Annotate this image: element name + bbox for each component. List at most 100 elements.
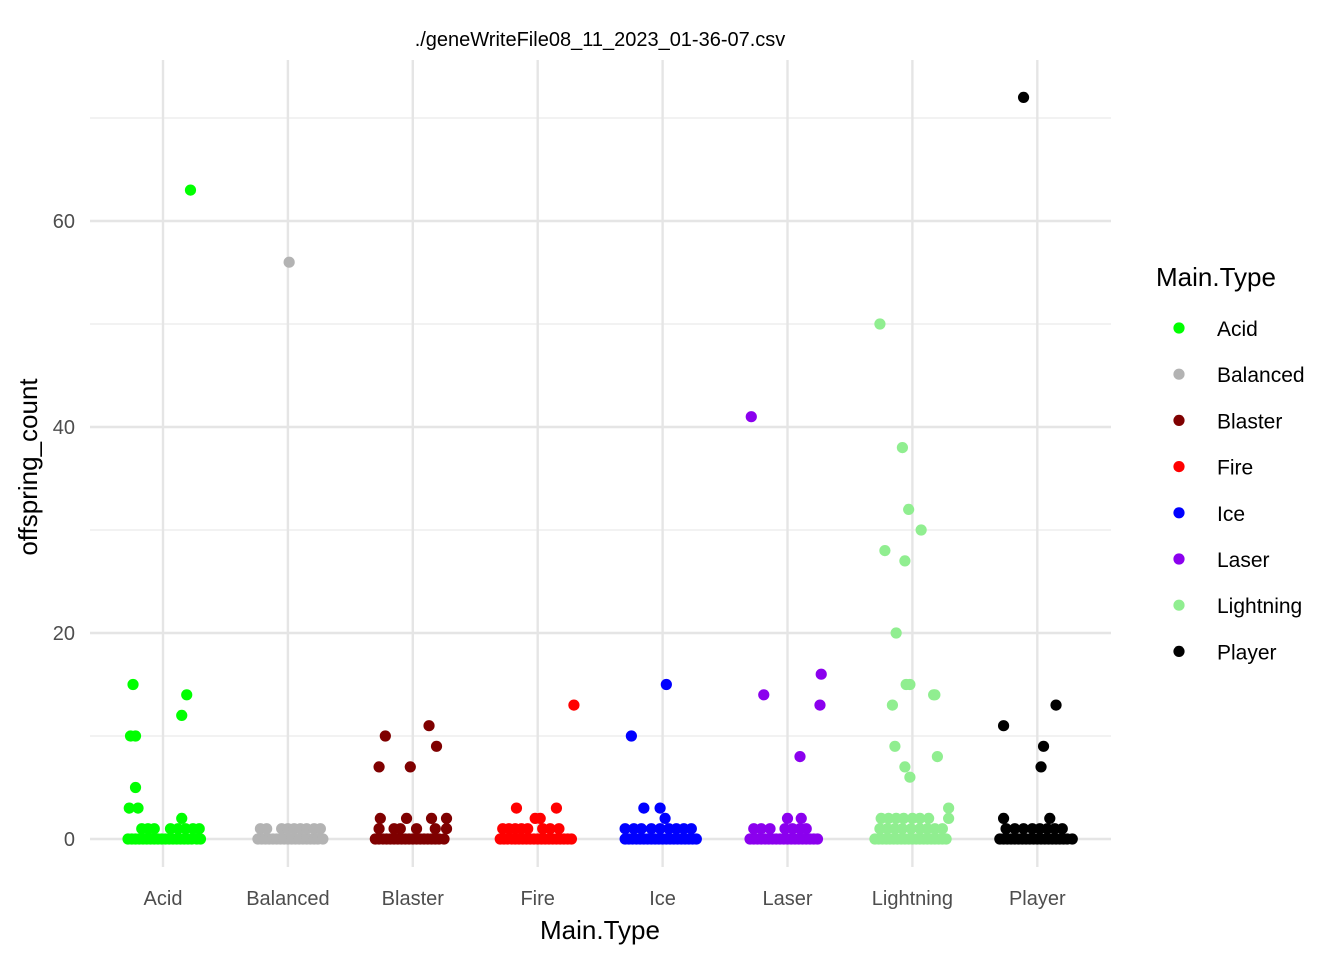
data-point — [314, 823, 326, 835]
x-axis-title: Main.Type — [540, 915, 660, 945]
data-point — [886, 699, 899, 711]
data-point — [811, 833, 824, 845]
legend-key-fire — [1173, 461, 1185, 473]
x-tick-labels: Acid Balanced Blaster Fire Ice Laser Lightning… — [144, 888, 1066, 910]
data-point — [923, 812, 935, 825]
data-point — [781, 812, 794, 825]
y-tick-label: 60 — [53, 211, 75, 233]
data-point — [899, 555, 911, 567]
legend-key-laser — [1173, 553, 1185, 565]
data-point — [904, 678, 916, 691]
data-point — [914, 812, 926, 825]
data-point — [654, 802, 666, 814]
data-point — [879, 545, 891, 557]
data-point — [550, 802, 563, 814]
legend-label: Ice — [1217, 503, 1245, 526]
data-point — [904, 771, 916, 783]
data-point — [132, 802, 144, 814]
data-point — [565, 833, 578, 845]
data-point — [176, 709, 188, 722]
legend-title: Main.Type — [1156, 262, 1276, 292]
legend-label: Player — [1217, 641, 1277, 664]
data-point — [997, 812, 1010, 825]
series-balanced — [252, 256, 329, 845]
data-point — [534, 812, 546, 825]
data-point — [394, 823, 406, 835]
data-point — [181, 689, 193, 701]
legend-label: Lightning — [1217, 595, 1302, 618]
data-point — [127, 678, 139, 691]
data-point — [660, 678, 672, 691]
data-point — [654, 823, 666, 835]
legend-label: Laser — [1217, 549, 1270, 572]
data-point — [899, 761, 911, 773]
x-tick-label: Laser — [762, 888, 812, 910]
data-point — [943, 802, 955, 814]
x-tick-label: Fire — [520, 888, 554, 910]
series-blaster — [369, 720, 453, 845]
data-point — [997, 720, 1010, 732]
legend-key-player — [1173, 645, 1185, 658]
gridlines — [90, 60, 1111, 867]
data-point — [1056, 823, 1068, 835]
data-point — [800, 823, 812, 835]
data-point — [1009, 823, 1021, 835]
data-point — [193, 823, 205, 835]
data-point — [758, 689, 770, 701]
series-lightning — [869, 318, 955, 845]
data-point — [400, 812, 413, 825]
series-laser — [744, 411, 827, 845]
legend-label: Blaster — [1217, 410, 1282, 433]
data-point — [317, 833, 329, 845]
data-point — [764, 823, 776, 835]
data-point — [404, 761, 416, 773]
data-point — [440, 823, 453, 835]
legend-key-acid — [1173, 322, 1185, 334]
series-player — [994, 91, 1078, 845]
x-tick-label: Player — [1009, 888, 1066, 910]
data-point — [1035, 761, 1047, 773]
x-tick-label: Blaster — [382, 888, 445, 910]
data-point — [928, 689, 940, 701]
data-point — [755, 823, 767, 835]
data-point — [423, 720, 435, 732]
data-point — [522, 823, 534, 835]
data-point — [931, 751, 943, 763]
data-point — [510, 802, 523, 814]
data-point — [410, 823, 423, 835]
x-tick-label: Balanced — [246, 888, 329, 910]
data-point — [1066, 833, 1078, 845]
legend-label: Balanced — [1217, 364, 1305, 387]
data-point — [1000, 823, 1012, 835]
data-point — [685, 823, 697, 835]
data-point — [659, 812, 671, 825]
data-point — [638, 802, 650, 814]
data-point — [553, 823, 565, 835]
data-point — [874, 318, 886, 330]
data-point — [814, 699, 826, 711]
data-point — [379, 730, 391, 742]
data-point — [890, 627, 902, 639]
data-point — [625, 730, 637, 742]
data-point — [745, 411, 757, 423]
data-point — [940, 833, 952, 845]
data-point — [903, 503, 915, 515]
legend-key-lightning — [1173, 599, 1185, 611]
data-point — [896, 442, 909, 454]
legend-label: Acid — [1217, 318, 1258, 341]
data-point — [373, 761, 385, 773]
data-point — [1017, 823, 1030, 835]
series-fire — [494, 699, 580, 845]
data-point — [184, 184, 197, 196]
data-point — [815, 668, 827, 680]
data-point — [943, 812, 955, 825]
data-point — [438, 833, 450, 845]
data-point — [194, 833, 207, 845]
chart-title: ./geneWriteFile08_11_2023_01-36-07.csv — [415, 29, 786, 51]
data-point — [635, 823, 647, 835]
x-tick-label: Lightning — [872, 888, 953, 910]
data-point — [936, 823, 948, 835]
data-points — [122, 91, 1078, 845]
data-point — [896, 823, 909, 835]
